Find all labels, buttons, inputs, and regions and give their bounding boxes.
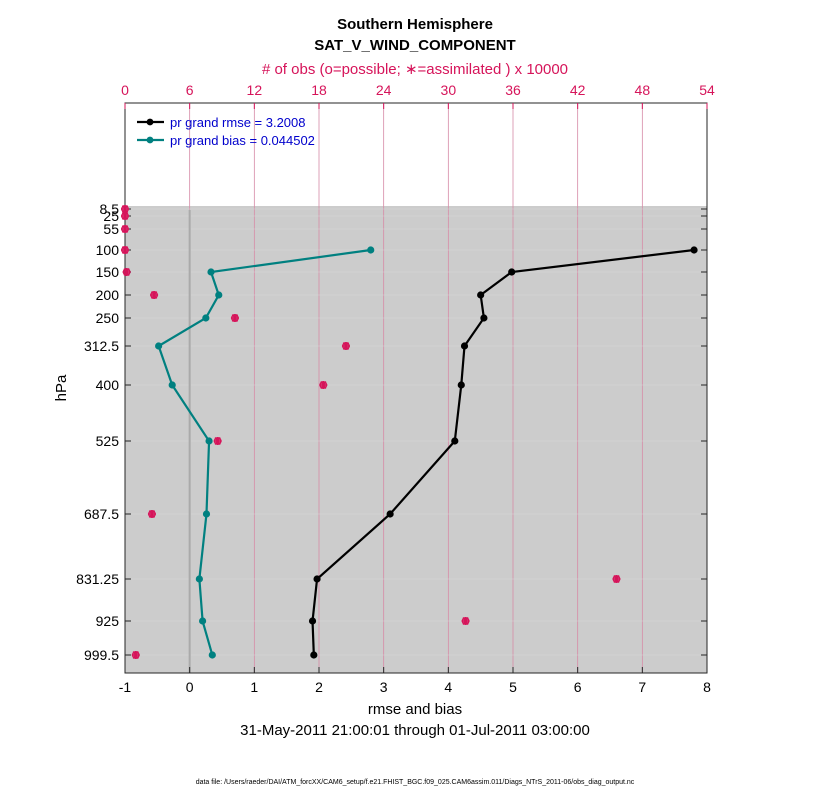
top-tick-label: 42 <box>570 82 586 98</box>
legend-label: pr grand rmse = 3.2008 <box>170 115 306 130</box>
y-tick-label: 687.5 <box>84 506 119 522</box>
y-tick-label: 55 <box>103 221 119 237</box>
chart-subtitle: SAT_V_WIND_COMPONENT <box>314 37 515 54</box>
top-tick-label: 18 <box>311 82 327 98</box>
pressure-band <box>125 306 707 366</box>
bias-point <box>168 381 176 389</box>
obs-assimilated-marker <box>319 381 328 389</box>
y-tick-label: 312.5 <box>84 338 119 354</box>
rmse-point <box>451 437 459 445</box>
y-tick-label: 925 <box>96 613 120 629</box>
y-tick-label: 999.5 <box>84 647 119 663</box>
x-tick-label: 5 <box>509 679 517 695</box>
y-tick-label: 200 <box>96 287 120 303</box>
data-file-footer: data file: /Users/raeder/DAI/ATM_forcXX/… <box>196 779 635 786</box>
legend-marker <box>146 118 154 126</box>
rmse-point <box>690 246 698 254</box>
y-tick-label: 400 <box>96 377 120 393</box>
top-tick-label: 12 <box>247 82 263 98</box>
x-tick-label: 1 <box>250 679 258 695</box>
rmse-point <box>308 617 317 625</box>
rmse-point <box>386 510 394 518</box>
top-tick-label: 24 <box>376 82 392 98</box>
obs-assimilated-marker <box>230 314 239 322</box>
bias-point <box>205 437 213 445</box>
x-tick-label: -1 <box>119 679 132 695</box>
obs-assimilated-marker <box>612 575 621 583</box>
date-range: 31-May-2011 21:00:01 through 01-Jul-2011… <box>240 722 590 739</box>
pressure-band <box>125 222 707 261</box>
pressure-band <box>125 477 707 600</box>
series-points <box>155 246 698 659</box>
y-tick-label: 25 <box>103 208 119 224</box>
top-tick-label: 36 <box>505 82 521 98</box>
bias-point <box>215 291 223 299</box>
top-tick-label: 6 <box>186 82 194 98</box>
obs-assimilated-marker <box>122 268 131 276</box>
obs-assimilated-marker <box>121 212 129 220</box>
tick-marks: -1 0 1 2 3 4 5 6 7 80 6 12 18 24 30 36 42 48 548.525551001… <box>76 82 715 695</box>
chart-title: Southern Hemisphere <box>337 16 493 33</box>
y-tick-label: 100 <box>96 242 120 258</box>
bias-point <box>155 342 163 350</box>
legend: pr grand rmse = 3.2008 pr grand bias = 0.… <box>137 115 315 148</box>
bias-point <box>195 575 203 583</box>
rmse-point <box>477 291 485 299</box>
y-tick-label: 150 <box>96 264 120 280</box>
obs-assimilated-marker <box>341 342 350 350</box>
pressure-band <box>125 261 707 307</box>
obs-assimilated-marker <box>213 437 222 445</box>
obs-assimilated-marker <box>121 225 129 233</box>
obs-assimilated-marker <box>121 205 129 213</box>
bias-point <box>202 510 211 518</box>
rmse-point <box>310 651 318 659</box>
pressure-bands <box>125 206 707 673</box>
bias-point <box>207 268 215 276</box>
bias-point <box>208 651 216 659</box>
pressure-band <box>125 600 707 673</box>
bias-point <box>199 617 207 625</box>
x-tick-label: 6 <box>574 679 582 695</box>
obs-count-marks <box>121 205 621 659</box>
axes-box <box>124 102 708 674</box>
x-tick-label: 3 <box>380 679 388 695</box>
obs-assimilated-marker <box>461 617 470 625</box>
x-tick-label: 0 <box>186 679 194 695</box>
pressure-band <box>125 365 707 478</box>
y-tick-label: 831.25 <box>76 571 119 587</box>
y-tick-label: 8.5 <box>100 201 120 217</box>
y-tick-label: 525 <box>96 433 120 449</box>
legend-label: pr grand bias = 0.044502 <box>170 133 315 148</box>
top-tick-label: 54 <box>699 82 715 98</box>
rmse-point <box>313 575 321 583</box>
bias-point <box>367 246 375 254</box>
rmse-point <box>508 268 516 276</box>
top-tick-label: 0 <box>121 82 129 98</box>
rmse-point <box>460 342 469 350</box>
rmse-point <box>457 381 465 389</box>
bias-point <box>202 314 210 322</box>
obs-assimilated-marker <box>147 510 156 518</box>
x-tick-label: 4 <box>444 679 452 695</box>
top-tick-label: 30 <box>441 82 457 98</box>
obs-assimilated-marker <box>131 651 140 659</box>
y-tick-label: 250 <box>96 310 120 326</box>
rmse-point <box>480 314 488 322</box>
obs-assimilated-marker <box>121 246 129 254</box>
x-tick-label: 8 <box>703 679 711 695</box>
top-tick-label: 48 <box>635 82 651 98</box>
legend-marker <box>146 136 154 144</box>
x-tick-label: 2 <box>315 679 323 695</box>
top-axis-label: # of obs (o=possible; ∗=assimilated ) x … <box>262 61 568 78</box>
pressure-band <box>125 206 707 223</box>
obs-assimilated-marker <box>150 291 159 299</box>
x-tick-label: 7 <box>638 679 646 695</box>
x-axis-label: rmse and bias <box>368 701 462 718</box>
y-axis-label: hPa <box>53 374 70 401</box>
